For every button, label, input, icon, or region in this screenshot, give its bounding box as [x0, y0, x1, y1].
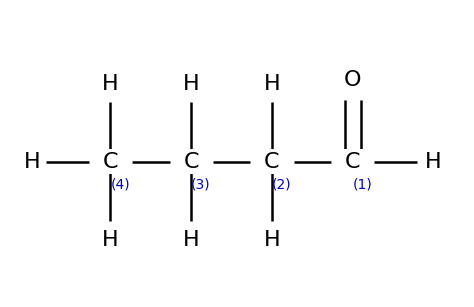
Text: C: C	[345, 152, 361, 172]
Text: (4): (4)	[110, 177, 130, 191]
Text: O: O	[344, 70, 362, 90]
Text: (1): (1)	[353, 177, 373, 191]
Text: C: C	[183, 152, 199, 172]
Text: H: H	[183, 73, 200, 94]
Text: C: C	[264, 152, 280, 172]
Text: (2): (2)	[272, 177, 292, 191]
Text: (3): (3)	[191, 177, 211, 191]
Text: H: H	[102, 73, 119, 94]
Text: H: H	[264, 230, 280, 250]
Text: H: H	[264, 73, 280, 94]
Text: C: C	[103, 152, 118, 172]
Text: H: H	[183, 230, 200, 250]
Text: H: H	[425, 152, 442, 172]
Text: H: H	[24, 152, 41, 172]
Text: H: H	[102, 230, 119, 250]
